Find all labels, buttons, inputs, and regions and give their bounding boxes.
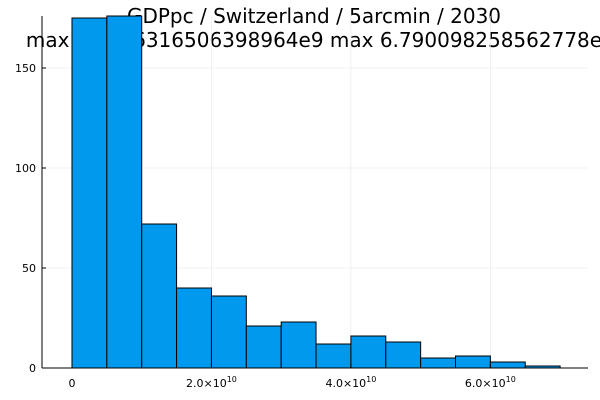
histogram-bar: [385, 341, 422, 369]
y-tick-label: 150: [15, 62, 36, 75]
histogram-bar: [106, 15, 143, 369]
histogram-bar: [489, 361, 526, 369]
x-tick-labels: 0 2.0×1010 4.0×1010 6.0×1010: [68, 364, 516, 390]
histogram-bar: [210, 295, 247, 369]
y-tick-label: 50: [22, 262, 36, 275]
histogram-bar: [420, 357, 457, 369]
x-tick-label: 2.0×1010: [186, 375, 237, 390]
x-tick-label: 6.0×1010: [465, 375, 516, 390]
y-tick-label: 100: [15, 162, 36, 175]
histogram-bar: [71, 17, 108, 369]
histogram-bar: [455, 355, 491, 369]
histogram-bar: [280, 321, 317, 369]
histogram-bar: [141, 223, 178, 369]
bars: [71, 15, 561, 369]
chart-title: GDPpc / Switzerland / 5arcmin / 2030: [127, 4, 501, 28]
histogram-bar: [350, 335, 387, 369]
x-tick-label: 0: [68, 377, 75, 390]
histogram-bar: [176, 287, 212, 369]
y-tick-labels: 0 50 100 150: [15, 62, 46, 375]
histogram-bar: [245, 325, 282, 369]
x-tick-label: 4.0×1010: [325, 375, 376, 390]
histogram-bar: [315, 343, 352, 369]
axes: [41, 16, 588, 369]
y-tick-label: 0: [29, 362, 36, 375]
